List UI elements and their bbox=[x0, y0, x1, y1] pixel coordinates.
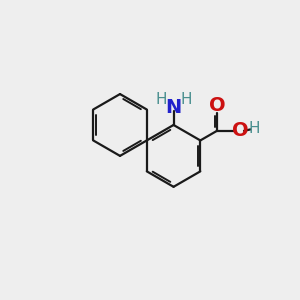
Text: H: H bbox=[180, 92, 192, 106]
Text: H: H bbox=[248, 121, 260, 136]
Text: H: H bbox=[155, 92, 167, 106]
Text: N: N bbox=[165, 98, 182, 117]
Text: O: O bbox=[232, 122, 249, 140]
Text: O: O bbox=[208, 96, 225, 115]
